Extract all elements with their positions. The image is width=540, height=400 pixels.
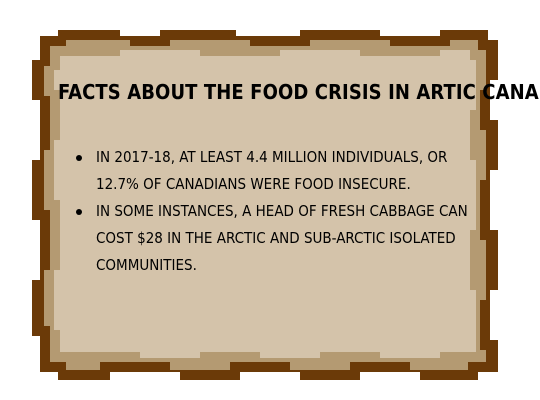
bullet-icon	[76, 155, 82, 161]
card-title: Facts about the food crisis in Artic Can…	[58, 80, 540, 104]
facts-list: In 2017-18, at least 4.4 million individ…	[58, 144, 488, 279]
fact-item: In some instances, a head of fresh cabba…	[58, 198, 488, 279]
fact-text: In some instances, a head of fresh cabba…	[96, 202, 468, 274]
bullet-icon	[76, 209, 82, 215]
facts-card: Facts about the food crisis in Artic Can…	[58, 80, 540, 320]
fact-item: In 2017-18, at least 4.4 million individ…	[58, 144, 488, 198]
card-background	[54, 50, 476, 358]
fact-text: In 2017-18, at least 4.4 million individ…	[96, 148, 448, 193]
